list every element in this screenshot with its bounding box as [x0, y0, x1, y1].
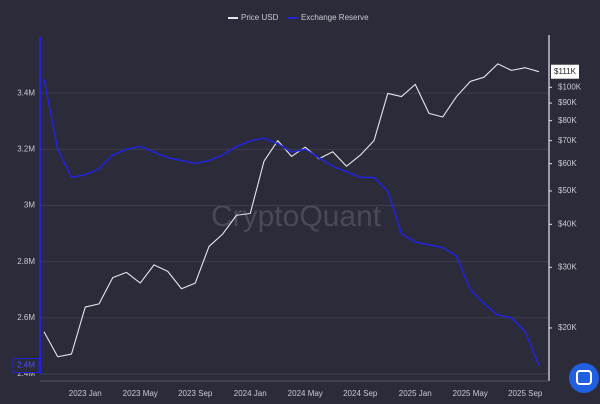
y-tick-label: 2.4M	[17, 369, 35, 378]
legend-label: Exchange Reserve	[301, 13, 369, 22]
y-tick-label: 2.8M	[17, 257, 35, 266]
x-tick-label: 2023 Sep	[178, 389, 213, 398]
y2-tick-label: $80K	[558, 116, 577, 125]
chat-icon	[576, 370, 592, 385]
watermark: CryptoQuant	[211, 200, 382, 233]
y-tick-label: 3.2M	[17, 144, 35, 153]
y2-tick-label: $50K	[558, 186, 577, 195]
y2-tick-label: $90K	[558, 98, 577, 107]
y2-tick-label: $100K	[558, 82, 582, 91]
chat-button[interactable]	[569, 363, 599, 393]
last-value-text: $111K	[554, 67, 577, 76]
x-tick-label: 2025 May	[453, 389, 488, 398]
x-tick-label: 2024 Sep	[343, 389, 378, 398]
series-line	[43, 63, 540, 358]
last-value-box	[551, 64, 579, 79]
last-value-text: 2.4M	[17, 361, 35, 370]
y-tick-label: 3M	[24, 201, 35, 210]
y2-tick-label: $40K	[558, 219, 577, 228]
chat-circle[interactable]	[569, 363, 599, 393]
y2-tick-label: $30K	[558, 262, 577, 271]
y2-tick-label: $70K	[558, 136, 577, 145]
y2-tick-label: $60K	[558, 159, 577, 168]
y-tick-label: 2.6M	[17, 313, 35, 322]
y-tick-label: 3.4M	[17, 88, 35, 97]
last-value-box	[12, 358, 40, 374]
y2-tick-label: $20K	[558, 323, 577, 332]
legend-label: Price USD	[241, 13, 279, 22]
x-tick-label: 2023 Jan	[69, 389, 102, 398]
x-tick-label: 2023 May	[123, 389, 158, 398]
x-tick-label: 2024 Jan	[234, 389, 267, 398]
x-tick-label: 2024 May	[288, 389, 323, 398]
last-value-label: 2.4M	[12, 37, 41, 374]
x-tick-label: 2025 Sep	[508, 389, 543, 398]
x-tick-label: 2025 Jan	[399, 389, 432, 398]
last-value-label: $111K	[551, 64, 579, 79]
series-line	[43, 78, 540, 366]
